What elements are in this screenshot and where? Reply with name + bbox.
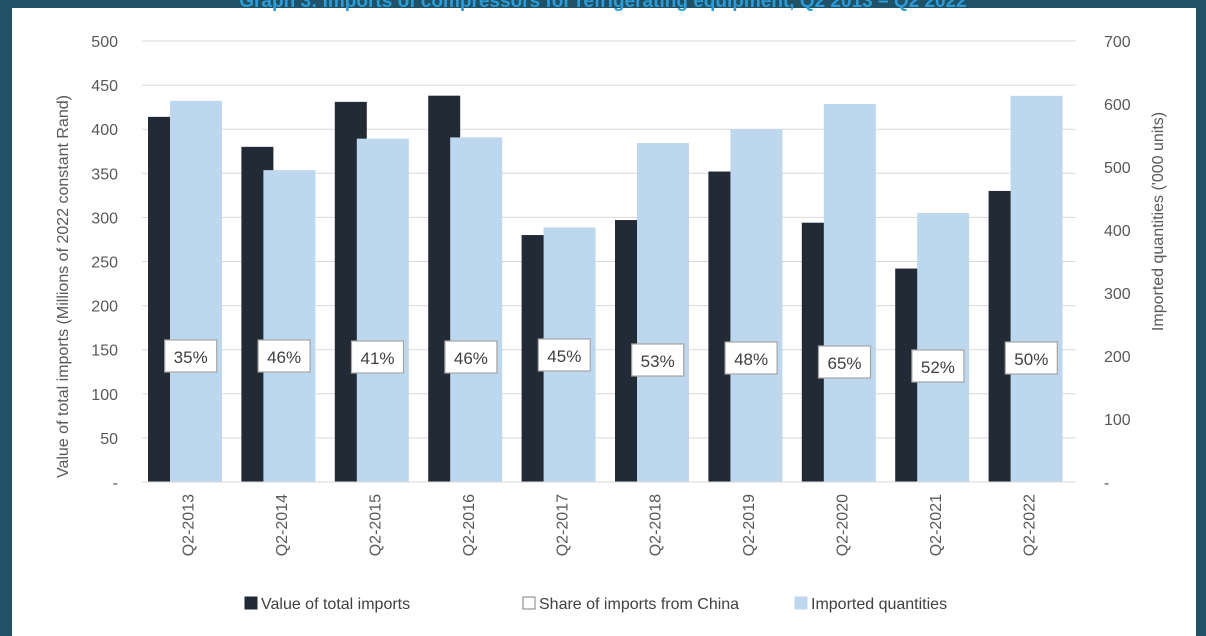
legend-swatch: [522, 596, 536, 610]
share-label: 46%: [267, 348, 301, 367]
legend-swatch: [244, 596, 258, 610]
x-tick-label: Q2-2022: [1021, 494, 1038, 556]
share-label-box: [257, 339, 311, 373]
x-tick-label: Q2-2015: [368, 494, 385, 556]
legend-label: Value of total imports: [261, 596, 410, 613]
share-label: 45%: [547, 347, 581, 366]
y-tick-label: 500: [91, 34, 118, 51]
x-tick-label: Q2-2013: [181, 494, 198, 556]
share-label-box: [724, 341, 778, 375]
bar-imported-quantities: [263, 170, 316, 482]
share-label-box: [537, 338, 591, 372]
share-label: 50%: [1014, 350, 1048, 369]
y2-tick-label: 100: [1104, 412, 1131, 429]
share-label: 41%: [360, 349, 394, 368]
share-label-box: [164, 339, 218, 373]
share-label-box: [631, 343, 685, 377]
bar-imported-quantities: [637, 143, 689, 482]
bar-imported-quantities: [823, 104, 876, 482]
y-tick-label: 400: [91, 122, 118, 139]
y-tick-label: -: [113, 475, 118, 492]
bar-imported-quantities: [730, 129, 783, 482]
x-tick-label: Q2-2016: [461, 494, 478, 556]
y2-tick-label: -: [1104, 475, 1109, 492]
share-label: 53%: [641, 352, 675, 371]
share-label-box: [817, 345, 872, 379]
share-label: 48%: [734, 350, 768, 369]
x-tick-label: Q2-2021: [928, 494, 945, 556]
bar-imported-quantities: [450, 137, 503, 482]
y-tick-label: 300: [91, 210, 118, 227]
y2-tick-label: 200: [1104, 349, 1131, 366]
y2-tick-label: 600: [1104, 97, 1131, 114]
share-label-box: [1004, 341, 1058, 375]
share-label-box: [350, 340, 405, 374]
share-label-box: [911, 349, 965, 383]
share-label: 46%: [454, 349, 488, 368]
y-tick-label: 200: [91, 299, 118, 316]
y-tick-label: 350: [91, 166, 118, 183]
chart-title: Graph 3: Imports of compressors for refr…: [239, 0, 967, 12]
y2-tick-label: 400: [1104, 223, 1131, 240]
y-tick-label: 50: [100, 431, 118, 448]
x-tick-label: Q2-2020: [835, 494, 852, 556]
x-tick-label: Q2-2014: [274, 494, 291, 556]
right-border: [1196, 0, 1206, 636]
y2-axis-title: Imported quantities ('000 units): [1150, 112, 1167, 331]
y2-tick-label: 300: [1104, 286, 1131, 303]
y2-tick-label: 500: [1104, 160, 1131, 177]
share-label: 35%: [174, 348, 208, 367]
y-tick-label: 250: [91, 255, 118, 272]
share-label: 52%: [921, 358, 955, 377]
legend-label: Imported quantities: [811, 596, 947, 613]
y-axis-title: Value of total imports (Millions of 2022…: [55, 95, 72, 478]
legend-label: Share of imports from China: [539, 596, 739, 613]
left-border: [0, 0, 12, 636]
x-tick-label: Q2-2017: [554, 494, 571, 556]
bar-imported-quantities: [1010, 95, 1063, 482]
share-label: 65%: [827, 354, 861, 373]
y2-tick-label: 700: [1104, 34, 1131, 51]
y-tick-label: 100: [91, 387, 118, 404]
share-label-box: [444, 340, 498, 374]
bar-imported-quantities: [170, 100, 222, 482]
bar-imported-quantities: [917, 212, 970, 483]
y-tick-label: 450: [91, 78, 118, 95]
bar-imported-quantities: [356, 138, 409, 482]
y-tick-label: 150: [91, 343, 118, 360]
x-tick-label: Q2-2019: [741, 494, 758, 556]
legend-swatch: [794, 596, 808, 610]
x-tick-label: Q2-2018: [648, 494, 665, 556]
